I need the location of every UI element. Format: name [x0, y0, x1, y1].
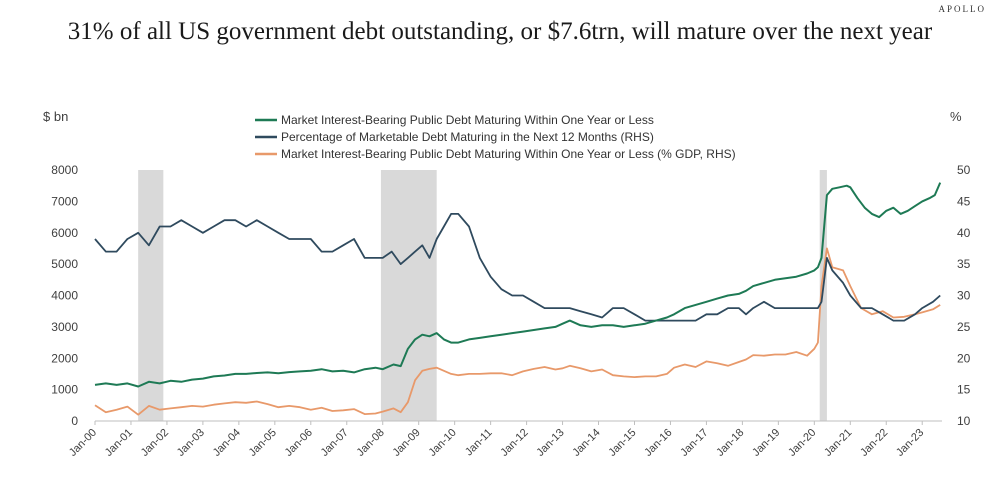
x-tick-label-16: Jan-16: [642, 427, 674, 459]
x-tick-label-14: Jan-14: [570, 427, 602, 459]
y-tick-right-7: 45: [957, 194, 971, 208]
y-tick-right-2: 20: [957, 351, 971, 365]
y-tick-left-8: 8000: [51, 163, 78, 177]
recession-band-2: [819, 170, 827, 421]
recession-bands: [138, 170, 827, 421]
x-tick-label-19: Jan-19: [750, 427, 782, 459]
series-pct-gdp: [94, 247, 941, 416]
brand-logo: APOLLO: [938, 4, 986, 14]
y-tick-left-1: 1000: [51, 383, 78, 397]
y-tick-right-8: 50: [957, 163, 971, 177]
x-tick-label-0: Jan-00: [67, 427, 99, 459]
recession-band-1: [380, 170, 437, 421]
y-tick-right-0: 10: [957, 414, 971, 428]
legend-label-0: Market Interest-Bearing Public Debt Matu…: [281, 113, 654, 127]
x-tick-label-7: Jan-07: [319, 427, 351, 459]
y-tick-right-4: 30: [957, 289, 971, 303]
legend: Market Interest-Bearing Public Debt Matu…: [255, 113, 736, 161]
legend-label-2: Market Interest-Bearing Public Debt Matu…: [281, 147, 736, 161]
y-tick-right-3: 25: [957, 320, 971, 334]
y-tick-left-0: 0: [71, 414, 78, 428]
x-tick-label-1: Jan-01: [103, 427, 135, 459]
y-tick-left-6: 6000: [51, 226, 78, 240]
x-tick-label-3: Jan-03: [175, 427, 207, 459]
x-tick-label-6: Jan-06: [283, 427, 315, 459]
x-tick-label-22: Jan-22: [858, 427, 890, 459]
y-axis-label-left: $ bn: [43, 109, 68, 124]
axes: 0 1000 2000 3000 4000 5000 6000 7000 8000 10 15 20 2…: [51, 163, 970, 459]
y-tick-right-6: 40: [957, 226, 971, 240]
x-tick-label-2: Jan-02: [139, 427, 171, 459]
y-tick-right-5: 35: [957, 257, 971, 271]
x-tick-label-18: Jan-18: [714, 427, 746, 459]
series-lines: [94, 182, 942, 416]
x-tick-label-23: Jan-23: [894, 427, 926, 459]
legend-label-1: Percentage of Marketable Debt Maturing i…: [281, 130, 654, 144]
series-debt-maturing: [94, 182, 942, 388]
y-tick-left-2: 2000: [51, 351, 78, 365]
y-tick-left-5: 5000: [51, 257, 78, 271]
x-tick-label-9: Jan-09: [391, 427, 423, 459]
x-tick-label-21: Jan-21: [822, 427, 854, 459]
chart-title: 31% of all US government debt outstandin…: [67, 18, 933, 45]
x-tick-label-17: Jan-17: [678, 427, 710, 459]
x-tick-label-5: Jan-05: [247, 427, 279, 459]
x-tick-label-12: Jan-12: [498, 427, 530, 459]
recession-band-0: [138, 170, 164, 421]
y-tick-left-3: 3000: [51, 320, 78, 334]
x-tick-label-15: Jan-15: [606, 427, 638, 459]
series-pct-marketable: [94, 212, 941, 322]
y-axis-label-right: %: [950, 109, 962, 124]
y-tick-right-1: 15: [957, 383, 971, 397]
x-tick-label-4: Jan-04: [211, 427, 243, 459]
x-tick-label-8: Jan-08: [355, 427, 387, 459]
x-tick-label-20: Jan-20: [786, 427, 818, 459]
x-tick-label-11: Jan-11: [463, 427, 495, 459]
y-tick-left-7: 7000: [51, 194, 78, 208]
x-tick-label-13: Jan-13: [534, 427, 566, 459]
y-tick-left-4: 4000: [51, 289, 78, 303]
x-tick-label-10: Jan-10: [427, 427, 459, 459]
